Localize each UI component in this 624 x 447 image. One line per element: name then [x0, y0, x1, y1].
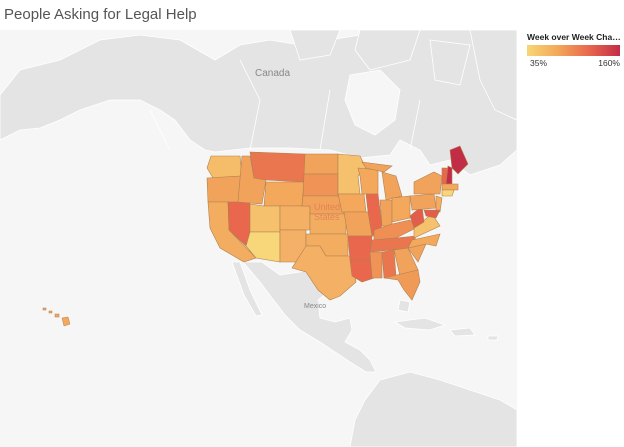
state-north-dakota	[303, 153, 339, 175]
state-texas	[291, 245, 357, 301]
state-indiana	[379, 199, 393, 227]
hawaii[interactable]	[42, 307, 71, 327]
chart-title: People Asking for Legal Help	[4, 6, 197, 23]
state-florida	[383, 269, 421, 301]
label-states: States	[314, 212, 340, 222]
state-michigan-up	[361, 161, 393, 173]
choropleth-map[interactable]: Canada United States Mexico	[0, 30, 517, 447]
state-wyoming	[263, 181, 305, 207]
state-new-york	[413, 171, 443, 195]
legend-title: Week over Week Chang..	[527, 32, 622, 42]
us-states[interactable]	[206, 145, 469, 301]
state-arizona	[245, 231, 281, 263]
label-canada: Canada	[255, 68, 290, 79]
state-montana	[249, 151, 306, 183]
legend-gradient-bar	[527, 45, 620, 56]
state-ohio	[391, 195, 411, 223]
state-delaware-maryland	[423, 209, 441, 219]
state-louisiana	[349, 259, 375, 283]
state-north-carolina	[407, 233, 441, 249]
state-virginia	[413, 213, 441, 239]
state-oregon	[206, 175, 243, 203]
state-mississippi	[369, 251, 383, 279]
state-new-jersey	[435, 195, 443, 213]
state-michigan	[381, 171, 403, 201]
label-mexico: Mexico	[304, 303, 326, 310]
label-united: United	[314, 202, 340, 212]
legend-max-label: 160%	[598, 58, 620, 68]
state-massachusetts	[441, 183, 459, 191]
color-legend: Week over Week Chang.. 35% 160%	[527, 32, 622, 70]
country-borders	[149, 59, 421, 151]
state-washington	[206, 155, 243, 179]
state-pennsylvania	[409, 193, 437, 211]
state-arkansas	[347, 235, 373, 261]
state-alabama	[381, 249, 397, 279]
state-south-dakota	[302, 173, 339, 197]
legend-min-label: 35%	[530, 58, 548, 68]
state-iowa	[337, 193, 367, 213]
state-utah	[249, 203, 281, 233]
land-background	[0, 30, 517, 447]
state-connecticut-ri	[441, 189, 455, 197]
legend-labels: 35% 160%	[527, 58, 622, 70]
state-maine	[449, 145, 469, 175]
state-colorado	[279, 205, 311, 231]
